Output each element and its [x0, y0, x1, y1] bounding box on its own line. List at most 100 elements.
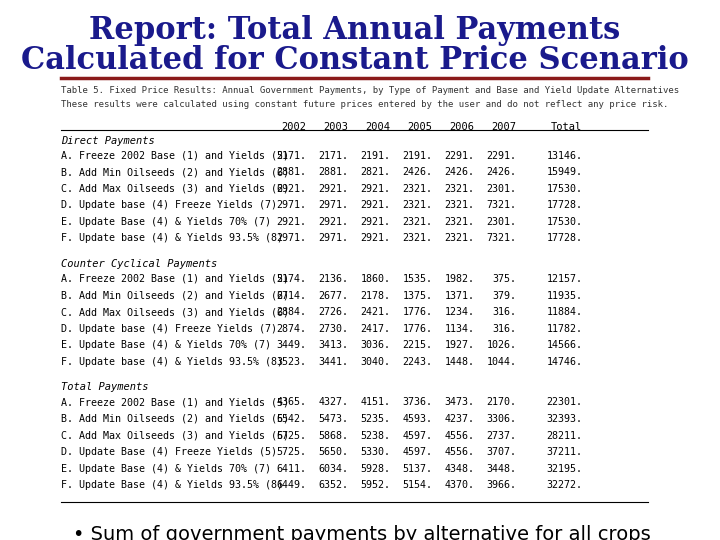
Text: 14746.: 14746. — [546, 357, 582, 367]
Text: 2921.: 2921. — [318, 184, 348, 194]
Text: 22301.: 22301. — [546, 397, 582, 407]
Text: 5650.: 5650. — [318, 447, 348, 457]
Text: 3036.: 3036. — [361, 340, 390, 350]
Text: A. Freeze 2002 Base (1) and Yields (5): A. Freeze 2002 Base (1) and Yields (5) — [61, 397, 289, 407]
Text: 2730.: 2730. — [318, 323, 348, 334]
Text: 4151.: 4151. — [361, 397, 390, 407]
Text: 1234.: 1234. — [444, 307, 474, 317]
Text: D. Update base (4) Freeze Yields (7): D. Update base (4) Freeze Yields (7) — [61, 323, 277, 334]
Text: 1776.: 1776. — [402, 307, 433, 317]
Text: 2171.: 2171. — [276, 151, 307, 160]
Text: 3736.: 3736. — [402, 397, 433, 407]
Text: 2291.: 2291. — [487, 151, 516, 160]
Text: B. Add Min Oilseeds (2) and Yields (6): B. Add Min Oilseeds (2) and Yields (6) — [61, 167, 289, 177]
Text: 2321.: 2321. — [402, 184, 433, 194]
Text: Total Payments: Total Payments — [61, 382, 148, 393]
Text: 1535.: 1535. — [402, 274, 433, 284]
Text: 4556.: 4556. — [444, 430, 474, 441]
Text: 2321.: 2321. — [444, 217, 474, 227]
Text: 2321.: 2321. — [402, 200, 433, 210]
Text: 2178.: 2178. — [361, 291, 390, 301]
Text: 3449.: 3449. — [276, 340, 307, 350]
Text: 2321.: 2321. — [444, 233, 474, 244]
Text: F. Update base (4) & Yields 93.5% (8): F. Update base (4) & Yields 93.5% (8) — [61, 233, 283, 244]
Text: Counter Cyclical Payments: Counter Cyclical Payments — [61, 259, 217, 269]
Text: 5868.: 5868. — [318, 430, 348, 441]
Text: 3707.: 3707. — [487, 447, 516, 457]
Text: 1448.: 1448. — [444, 357, 474, 367]
Text: 5473.: 5473. — [318, 414, 348, 424]
Text: E. Update Base (4) & Yields 70% (7): E. Update Base (4) & Yields 70% (7) — [61, 340, 271, 350]
Text: 2971.: 2971. — [276, 200, 307, 210]
Text: 2971.: 2971. — [276, 233, 307, 244]
Text: 5542.: 5542. — [276, 414, 307, 424]
Text: 4597.: 4597. — [402, 447, 433, 457]
Text: 7321.: 7321. — [487, 233, 516, 244]
Text: 5235.: 5235. — [361, 414, 390, 424]
Text: 14566.: 14566. — [546, 340, 582, 350]
Text: 1026.: 1026. — [487, 340, 516, 350]
Text: 2726.: 2726. — [318, 307, 348, 317]
Text: 5137.: 5137. — [402, 464, 433, 474]
Text: 37211.: 37211. — [546, 447, 582, 457]
Text: 2426.: 2426. — [444, 167, 474, 177]
Text: 2884.: 2884. — [276, 307, 307, 317]
Text: • Sum of government payments by alternative for all crops: • Sum of government payments by alternat… — [73, 525, 651, 540]
Text: 11935.: 11935. — [546, 291, 582, 301]
Text: C. Add Max Oilseeds (3) and Yields (6): C. Add Max Oilseeds (3) and Yields (6) — [61, 430, 289, 441]
Text: 3523.: 3523. — [276, 357, 307, 367]
Text: 17728.: 17728. — [546, 200, 582, 210]
Text: 2321.: 2321. — [444, 200, 474, 210]
Text: 379.: 379. — [492, 291, 516, 301]
Text: 2971.: 2971. — [318, 200, 348, 210]
Text: 1044.: 1044. — [487, 357, 516, 367]
Text: 5725.: 5725. — [276, 430, 307, 441]
Text: 11782.: 11782. — [546, 323, 582, 334]
Text: 2921.: 2921. — [361, 184, 390, 194]
Text: 4597.: 4597. — [402, 430, 433, 441]
Text: 6449.: 6449. — [276, 480, 307, 490]
Text: 1982.: 1982. — [444, 274, 474, 284]
Text: 2421.: 2421. — [361, 307, 390, 317]
Text: Table 5. Fixed Price Results: Annual Government Payments, by Type of Payment and: Table 5. Fixed Price Results: Annual Gov… — [61, 86, 679, 96]
Text: 11884.: 11884. — [546, 307, 582, 317]
Text: 2002: 2002 — [282, 122, 307, 132]
Text: 28211.: 28211. — [546, 430, 582, 441]
Text: 2171.: 2171. — [318, 151, 348, 160]
Text: 1927.: 1927. — [444, 340, 474, 350]
Text: Total: Total — [551, 122, 582, 132]
Text: 2004: 2004 — [366, 122, 390, 132]
Text: 3473.: 3473. — [444, 397, 474, 407]
Text: 5725.: 5725. — [276, 447, 307, 457]
Text: 3441.: 3441. — [318, 357, 348, 367]
Text: 2921.: 2921. — [276, 217, 307, 227]
Text: 316.: 316. — [492, 323, 516, 334]
Text: 375.: 375. — [492, 274, 516, 284]
Text: 6411.: 6411. — [276, 464, 307, 474]
Text: 2215.: 2215. — [402, 340, 433, 350]
Text: 13146.: 13146. — [546, 151, 582, 160]
Text: 3413.: 3413. — [318, 340, 348, 350]
Text: 1860.: 1860. — [361, 274, 390, 284]
Text: D. Update Base (4) Freeze Yields (5): D. Update Base (4) Freeze Yields (5) — [61, 447, 277, 457]
Text: 1134.: 1134. — [444, 323, 474, 334]
Text: 2417.: 2417. — [361, 323, 390, 334]
Text: 2881.: 2881. — [318, 167, 348, 177]
Text: 5330.: 5330. — [361, 447, 390, 457]
Text: 4237.: 4237. — [444, 414, 474, 424]
Text: 2821.: 2821. — [361, 167, 390, 177]
Text: 2007: 2007 — [492, 122, 516, 132]
Text: 2003: 2003 — [323, 122, 348, 132]
Text: 2243.: 2243. — [402, 357, 433, 367]
Text: 5928.: 5928. — [361, 464, 390, 474]
Text: A. Freeze 2002 Base (1) and Yields (5): A. Freeze 2002 Base (1) and Yields (5) — [61, 274, 289, 284]
Text: 2737.: 2737. — [487, 430, 516, 441]
Text: 32195.: 32195. — [546, 464, 582, 474]
Text: 2426.: 2426. — [402, 167, 433, 177]
Text: 17728.: 17728. — [546, 233, 582, 244]
Text: 17530.: 17530. — [546, 217, 582, 227]
Text: 32393.: 32393. — [546, 414, 582, 424]
Text: B. Add Min Oilseeds (2) and Yields (6): B. Add Min Oilseeds (2) and Yields (6) — [61, 291, 289, 301]
Text: A. Freeze 2002 Base (1) and Yields (5): A. Freeze 2002 Base (1) and Yields (5) — [61, 151, 289, 160]
Text: 5154.: 5154. — [402, 480, 433, 490]
